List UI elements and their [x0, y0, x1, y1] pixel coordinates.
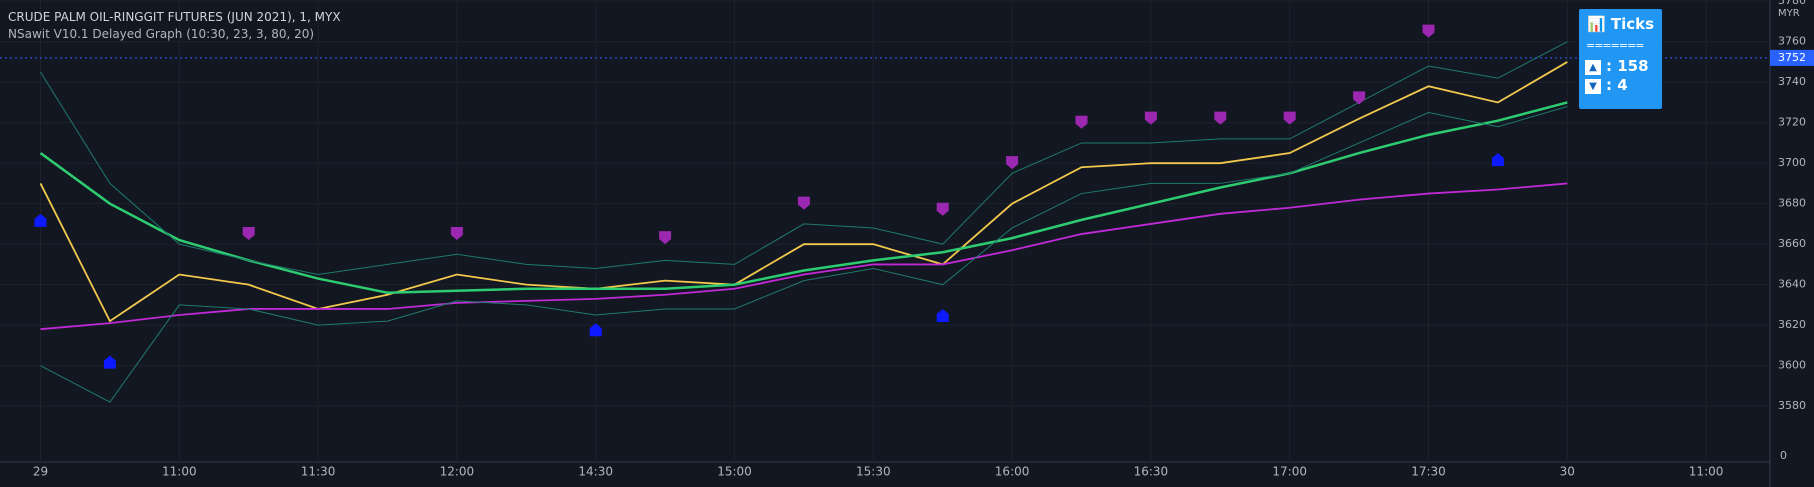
x-tick-label: 15:30	[856, 465, 891, 479]
sell-signal	[1214, 111, 1227, 125]
indicator-title: NSawit V10.1 Delayed Graph (10:30, 23, 3…	[8, 27, 315, 41]
up-count: : 158	[1606, 57, 1649, 75]
buy-signal	[589, 323, 602, 337]
widget-title: 📊 Ticks	[1587, 15, 1655, 33]
up-icon[interactable]: ▲	[1585, 60, 1601, 75]
sell-signal	[1422, 24, 1435, 38]
x-tick-label: 30	[1560, 465, 1575, 479]
sell-signal	[1353, 91, 1366, 105]
series-line	[40, 41, 1568, 276]
chart-title: CRUDE PALM OIL-RINGGIT FUTURES (JUN 2021…	[8, 10, 341, 24]
series-line	[39, 101, 1568, 295]
x-tick-label: 14:30	[578, 465, 613, 479]
buy-signal	[1491, 153, 1504, 167]
down-count: : 4	[1606, 76, 1628, 94]
buy-signal	[103, 355, 116, 369]
floor-label: 0	[1780, 449, 1787, 462]
series-line	[40, 182, 1568, 331]
currency-label: MYR	[1778, 8, 1800, 19]
y-tick-label: 3700	[1778, 156, 1806, 169]
y-tick-label: 3760	[1778, 35, 1806, 48]
x-tick-label: 15:00	[717, 465, 752, 479]
sell-signal	[450, 227, 463, 241]
sell-signal	[936, 202, 949, 216]
sell-signal	[1283, 111, 1296, 125]
x-tick-label: 17:00	[1272, 465, 1307, 479]
last-price-label: 3752	[1778, 51, 1806, 64]
series-line	[39, 61, 1568, 323]
ticks-widget: 📊 Ticks ======= ▲ : 158 ▼ : 4	[1579, 9, 1662, 109]
x-tick-label: 16:00	[995, 465, 1030, 479]
x-tick-label: 12:00	[440, 465, 475, 479]
series-line	[40, 106, 1568, 403]
y-tick-label: 3680	[1778, 197, 1806, 210]
divider: =======	[1586, 39, 1645, 52]
last-price-tag	[1770, 49, 1814, 66]
x-tick-label: 11:30	[301, 465, 336, 479]
y-tick-label: 3600	[1778, 359, 1806, 372]
sell-signal	[1006, 156, 1019, 170]
buy-signal	[34, 213, 47, 227]
down-icon[interactable]: ▼	[1585, 79, 1601, 94]
sell-signal	[797, 196, 810, 210]
sell-signal	[1144, 111, 1157, 125]
y-tick-label: 3780	[1778, 0, 1806, 7]
x-tick-label: 11:00	[1689, 465, 1724, 479]
y-tick-label: 3660	[1778, 237, 1806, 250]
y-tick-label: 3620	[1778, 318, 1806, 331]
x-tick-label: 16:30	[1134, 465, 1169, 479]
x-tick-label: 11:00	[162, 465, 197, 479]
x-tick-label: 17:30	[1411, 465, 1446, 479]
sell-signal	[1075, 115, 1088, 129]
sell-signal	[659, 231, 672, 245]
y-tick-label: 3720	[1778, 116, 1806, 129]
y-tick-label: 3740	[1778, 75, 1806, 88]
buy-signal	[936, 309, 949, 323]
y-tick-label: 3580	[1778, 399, 1806, 412]
y-tick-label: 3640	[1778, 278, 1806, 291]
sell-signal	[242, 227, 255, 241]
x-tick-label: 29	[33, 465, 48, 479]
